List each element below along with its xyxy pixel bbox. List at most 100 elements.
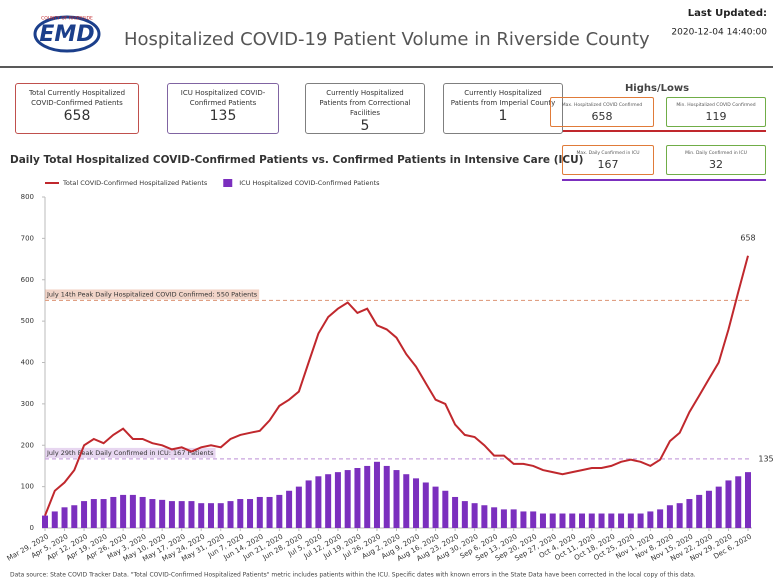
- bar: [413, 478, 420, 528]
- stat-label: Min. Daily Confirmed in ICU: [685, 151, 747, 156]
- bar: [588, 513, 595, 528]
- bar: [461, 501, 468, 528]
- y-tick-label: 200: [21, 441, 34, 449]
- stat-label: Max. Daily Confirmed in ICU: [576, 151, 640, 156]
- bar: [657, 509, 664, 528]
- bar: [481, 505, 488, 528]
- y-tick-label: 0: [30, 524, 34, 532]
- bar: [159, 499, 166, 528]
- kpi-value: 658: [63, 108, 91, 124]
- stat-card: Min. Hospitalized COVID Confirmed 119: [666, 97, 766, 127]
- bar: [178, 501, 185, 528]
- updated-label: Last Updated:: [688, 8, 767, 19]
- bar: [81, 501, 88, 528]
- bar: [305, 480, 312, 528]
- bar: [247, 499, 254, 528]
- bar: [168, 501, 175, 528]
- bar: [334, 472, 341, 528]
- bar: [276, 494, 283, 528]
- kpi-value: 1: [498, 108, 508, 124]
- y-tick-label: 800: [21, 193, 34, 201]
- stat-label: Max. Hospitalized COVID Confirmed: [561, 103, 643, 108]
- bar: [129, 494, 136, 528]
- bar: [539, 513, 546, 528]
- bar: [569, 513, 576, 528]
- kpi-value: 135: [209, 108, 237, 124]
- bar: [71, 505, 78, 528]
- stat-value: 658: [591, 110, 613, 123]
- bar: [705, 490, 712, 528]
- bar: [393, 470, 400, 528]
- bar: [315, 476, 322, 528]
- highs-lows-title: Highs/Lows: [625, 83, 689, 94]
- bar: [666, 505, 673, 528]
- bar: [647, 511, 654, 528]
- bar: [373, 461, 380, 528]
- bar: [676, 503, 683, 528]
- kpi-label: ICU Hospitalized COVID-Confirmed Patient…: [180, 89, 266, 107]
- bar: [686, 499, 693, 528]
- updated-value: 2020-12-04 14:40:00: [671, 28, 767, 38]
- stat-value: 167: [597, 158, 619, 171]
- bar: [608, 513, 615, 528]
- logo: EMD: [39, 22, 94, 47]
- bar: [256, 496, 263, 528]
- end-label: 135: [758, 454, 773, 463]
- bar: [354, 468, 361, 528]
- y-tick-label: 600: [21, 276, 34, 284]
- y-tick-label: 700: [21, 234, 34, 242]
- legend-label: ICU Hospitalized COVID-Confirmed Patient…: [239, 179, 380, 187]
- bar: [500, 509, 507, 528]
- bar: [120, 494, 127, 528]
- bar: [637, 513, 644, 528]
- bar: [42, 515, 48, 528]
- bar: [295, 486, 302, 528]
- kpi-card: Currently Hospitalized Patients from Cor…: [305, 83, 425, 134]
- bar: [598, 513, 605, 528]
- bar: [491, 507, 498, 528]
- bar: [227, 501, 234, 528]
- bar: [198, 503, 205, 528]
- bar: [735, 476, 742, 528]
- end-label: 658: [740, 233, 755, 242]
- stat-card: Max. Daily Confirmed in ICU 167: [562, 145, 654, 175]
- bar: [61, 507, 68, 528]
- kpi-value: 5: [360, 118, 370, 134]
- bar: [549, 513, 556, 528]
- bar: [364, 465, 371, 528]
- bar: [51, 511, 58, 528]
- bar: [383, 465, 390, 528]
- bar: [207, 503, 214, 528]
- legend-swatch: [223, 179, 233, 187]
- bar: [579, 513, 586, 528]
- bar: [442, 490, 449, 528]
- bar: [745, 472, 751, 528]
- kpi-label: Total Currently Hospitalized COVID-Confi…: [28, 89, 126, 107]
- bar: [559, 513, 566, 528]
- bar: [100, 499, 107, 528]
- stat-card: Min. Daily Confirmed in ICU 32: [666, 145, 766, 175]
- line: [44, 255, 749, 516]
- bar: [520, 511, 527, 528]
- bar: [188, 501, 195, 528]
- bar: [510, 509, 517, 528]
- stat-value: 32: [709, 158, 723, 171]
- bar: [344, 470, 351, 528]
- bar: [432, 486, 439, 528]
- bar: [452, 496, 459, 528]
- bar: [217, 503, 224, 528]
- bar: [627, 513, 634, 528]
- bar: [696, 494, 703, 528]
- kpi-card: Total Currently Hospitalized COVID-Confi…: [15, 83, 139, 134]
- bar: [325, 474, 332, 528]
- bar: [422, 482, 429, 528]
- logo-ring: [33, 15, 101, 53]
- stat-label: Min. Hospitalized COVID Confirmed: [676, 103, 756, 108]
- kpi-card: ICU Hospitalized COVID-Confirmed Patient…: [167, 83, 279, 134]
- bar: [403, 474, 410, 528]
- bar: [266, 496, 273, 528]
- footer-note: Data source: State COVID Tracker Data. "…: [10, 572, 696, 579]
- bar: [139, 496, 146, 528]
- bar: [286, 490, 293, 528]
